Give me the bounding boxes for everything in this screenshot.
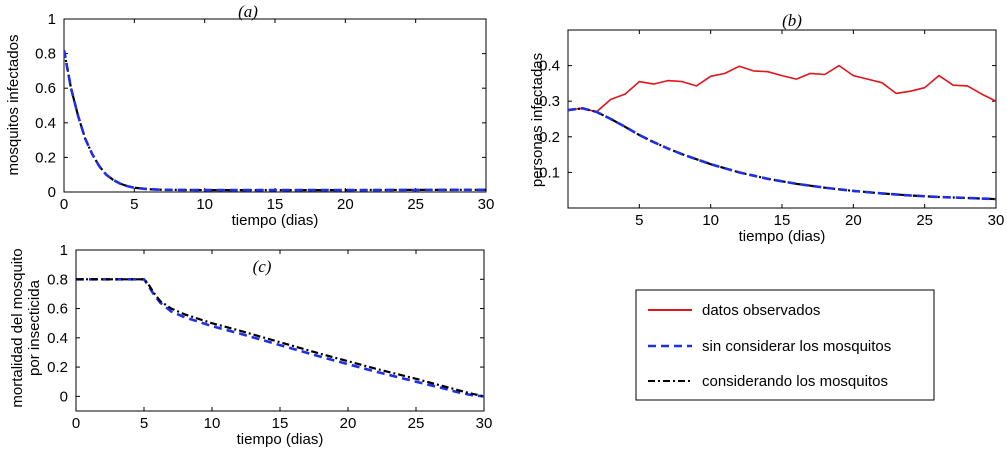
x-tick-label: 25 [916,212,933,229]
x-tick-label: 10 [196,196,213,213]
y-tick-label: 0 [60,388,68,405]
x-tick-label: 15 [267,196,284,213]
series-line-datos-observados [568,64,996,113]
y-axis-label: personas infectadas [529,53,546,187]
x-tick-label: 30 [478,196,495,213]
x-tick-label: 0 [60,196,68,213]
series-group [64,49,486,192]
y-axis-label: mosquitos infectados [5,35,22,176]
chart-panel-b: 5 10 15 20 25 30 0.1 0.2 0.3 0.4 tiempo (dias) pers… [529,11,1004,245]
x-tick-label: 0 [72,415,80,432]
legend-label-observed: datos observados [702,302,820,319]
legend-label-with-mosquitoes: considerando los mosquitos [702,373,888,390]
y-tick-label: 0.2 [539,129,560,146]
y-tick-label: 0.4 [47,330,68,347]
x-tick-label: 15 [774,212,791,229]
y-axis-label-line: por insecticida [26,279,43,376]
y-axis-label-line: mortalidad del mosquito [9,248,26,407]
x-tick-label: 5 [635,212,643,229]
x-tick-label: 5 [130,196,138,213]
y-tick-label: 0.6 [47,301,68,318]
panel-title: (b) [782,11,802,30]
y-tick-label: 1 [48,11,56,28]
series-group [76,277,484,398]
x-tick-label: 10 [204,415,221,432]
panel-title: (c) [253,257,272,276]
chart-panel-a: 0 5 10 15 20 25 30 0 0.2 0.4 0.6 0.8 1 tiempo (dias) m… [5,2,494,229]
y-tick-label: 0.1 [539,164,560,181]
series-group [568,64,996,201]
x-axis-label: tiempo (dias) [739,228,826,245]
legend-label-without-mosquitoes: sin considerar los mosquitos [702,338,891,355]
x-tick-label: 20 [845,212,862,229]
panel-title: (a) [238,2,258,21]
x-tick-label: 25 [408,415,425,432]
x-tick-label: 30 [988,212,1005,229]
x-tick-label: 20 [337,196,354,213]
x-axis-label: tiempo (dias) [237,431,324,448]
y-tick-label: 0.4 [539,58,560,75]
y-tick-label: 0.2 [47,359,68,376]
series-line-considerando-los-mosquitos [568,107,996,201]
y-tick-label: 1 [60,242,68,259]
series-line-sin-considerar-los-mosquitos [64,49,486,192]
legend: datos observados sin considerar los mosq… [635,289,935,401]
axes-frame [75,249,485,412]
x-tick-label: 20 [340,415,357,432]
y-tick-label: 0.6 [35,80,56,97]
y-tick-label: 0.2 [35,149,56,166]
x-tick-label: 15 [272,415,289,432]
y-tick-label: 0.4 [35,115,56,132]
x-tick-label: 10 [702,212,719,229]
y-tick-label: 0 [48,184,56,201]
series-line-considerando-los-mosquitos [64,49,486,192]
series-line-sin-considerar-los-mosquitos [76,277,484,398]
y-tick-label: 0.8 [47,271,68,288]
series-line-considerando-los-mosquitos [76,278,484,398]
series-line-sin-considerar-los-mosquitos [568,107,996,201]
legend-box [635,289,935,401]
chart-panel-c: 0 5 10 15 20 25 30 0 0.2 0.4 0.6 0.8 1 tiempo (dias) m… [9,242,492,448]
x-tick-label: 25 [407,196,424,213]
y-tick-label: 0.3 [539,93,560,110]
axes-frame [63,18,487,193]
y-tick-label: 0.8 [35,46,56,63]
x-tick-label: 5 [140,415,148,432]
x-axis-label: tiempo (dias) [232,212,319,229]
x-tick-label: 30 [476,415,493,432]
